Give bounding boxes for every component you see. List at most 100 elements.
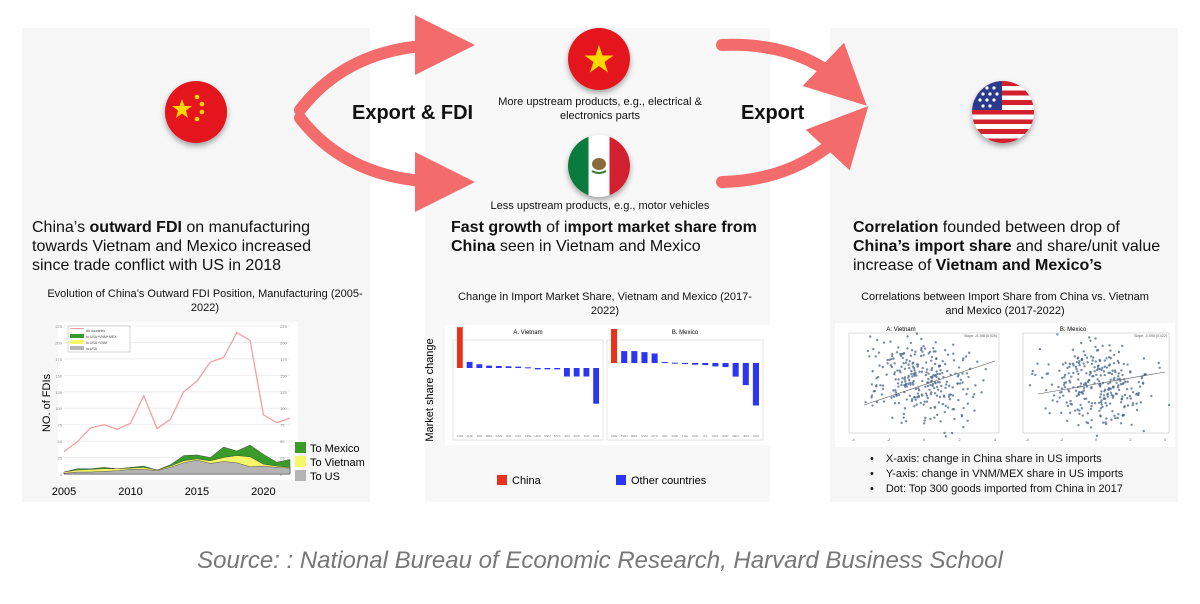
scatter-dot bbox=[1106, 392, 1110, 396]
scatter-dot bbox=[1085, 356, 1089, 359]
scatter-dot bbox=[1129, 397, 1132, 400]
scatter-dot bbox=[881, 384, 885, 387]
scatter-dot bbox=[1077, 372, 1080, 376]
scatter-dot bbox=[1038, 347, 1042, 351]
plot-area bbox=[835, 323, 1175, 447]
bar-deu bbox=[732, 363, 739, 377]
bar-tha bbox=[681, 363, 689, 365]
scatter-dot bbox=[960, 415, 964, 418]
scatter-dot bbox=[932, 373, 935, 377]
scatter-dot bbox=[914, 387, 918, 391]
scatter-dot bbox=[1126, 363, 1129, 366]
x-tick-label: -4 bbox=[851, 437, 855, 442]
scatter-dot bbox=[962, 388, 965, 391]
bar-ind bbox=[505, 366, 512, 368]
scatter-dot bbox=[1058, 369, 1061, 372]
scatter-dot bbox=[951, 394, 955, 397]
scatter-dot bbox=[903, 383, 906, 387]
scatter-dot bbox=[1052, 394, 1056, 397]
scatter-dot bbox=[1091, 375, 1094, 378]
scatter-dot bbox=[941, 371, 944, 375]
scatter-dot bbox=[1080, 368, 1083, 372]
scatter-dot bbox=[1085, 385, 1089, 388]
scatter-dot bbox=[1117, 350, 1121, 354]
scatter-dot bbox=[943, 431, 946, 435]
scatter-dot bbox=[973, 393, 976, 396]
x-tick-label: TWN bbox=[495, 434, 502, 438]
scatter-dot bbox=[933, 392, 937, 395]
line-all-countries bbox=[63, 331, 291, 453]
scatter-dot bbox=[930, 379, 933, 382]
scatter-dot bbox=[1063, 381, 1066, 385]
scatter-dot bbox=[1108, 371, 1112, 375]
scatter-dot bbox=[1078, 359, 1081, 363]
scatter-dot bbox=[1135, 408, 1139, 412]
scatter-dot bbox=[1137, 380, 1140, 384]
scatter-dot bbox=[903, 407, 907, 410]
scatter-dot bbox=[870, 383, 874, 386]
scatter-dot bbox=[918, 370, 921, 373]
scatter-dot bbox=[1119, 379, 1122, 383]
scatter-dot bbox=[1138, 385, 1142, 388]
vietnam-note: More upstream products, e.g., electrical… bbox=[498, 96, 702, 122]
x-tick-label: 2010 bbox=[118, 486, 142, 498]
scatter-dot bbox=[932, 350, 935, 353]
bar-tha bbox=[583, 368, 590, 377]
x-tick-label: DEU bbox=[544, 434, 550, 438]
scatter-dot bbox=[1122, 362, 1125, 366]
bar-jpn bbox=[742, 363, 749, 386]
scatter-dot bbox=[902, 412, 905, 416]
fit-line bbox=[1037, 371, 1166, 395]
correlation-chart: A: Vietnam Slope: -0.198 (0.025) -4 -2 0 2 4 B:… bbox=[835, 323, 1175, 447]
us-flag-icon bbox=[972, 81, 1034, 143]
scatter-dot bbox=[1100, 390, 1103, 393]
scatter-dot bbox=[1106, 395, 1110, 398]
bullet: Dot: Top 300 goods imported from China i… bbox=[870, 482, 1123, 497]
scatter-dot bbox=[1083, 397, 1086, 401]
scatter-dot bbox=[942, 394, 946, 397]
scatter-dot bbox=[913, 353, 917, 356]
scatter-dot bbox=[1073, 409, 1077, 412]
panel2-description: Fast growth of import market share from … bbox=[451, 219, 757, 255]
bar-vnm bbox=[641, 352, 648, 363]
x-tick-label: THA bbox=[583, 434, 589, 438]
scatter-dot bbox=[1081, 390, 1084, 394]
inner-legend-label: to USA bbox=[86, 347, 98, 351]
scatter-dot bbox=[1080, 358, 1084, 362]
scatter-dot bbox=[1109, 349, 1112, 352]
scatter-dot bbox=[881, 365, 885, 369]
correlation-bullets: X-axis: change in China share in US impo… bbox=[870, 452, 1123, 497]
scatter-dot bbox=[1099, 374, 1102, 377]
scatter-dot bbox=[1056, 333, 1059, 336]
scatter-dot bbox=[889, 364, 893, 367]
scatter-dot bbox=[961, 358, 965, 362]
scatter-dot bbox=[1036, 362, 1039, 365]
scatter-dot bbox=[1117, 372, 1121, 375]
scatter-dot bbox=[869, 335, 872, 338]
y-tick-label-right: 200 bbox=[280, 340, 287, 345]
scatter-dot bbox=[966, 419, 969, 422]
x-tick-label: -2 bbox=[1060, 437, 1064, 442]
scatter-dot bbox=[1071, 348, 1075, 351]
scatter-dot bbox=[1117, 413, 1120, 416]
y-tick-label-right: 150 bbox=[280, 373, 287, 378]
scatter-dot bbox=[944, 435, 947, 438]
x-tick-label: MYS bbox=[651, 434, 658, 438]
scatter-dot bbox=[1121, 344, 1124, 348]
scatter-dot bbox=[907, 374, 910, 378]
scatter-dot bbox=[1107, 386, 1111, 390]
scatter-dot bbox=[897, 401, 901, 405]
scatter-dot bbox=[935, 357, 938, 361]
scatter-dot bbox=[908, 394, 912, 398]
scatter-dot bbox=[891, 352, 894, 356]
scatter-dot bbox=[913, 396, 916, 399]
scatter-dot bbox=[897, 385, 900, 388]
scatter-dot bbox=[910, 399, 914, 403]
scatter-dot bbox=[1089, 339, 1092, 342]
scatter-dot bbox=[878, 364, 881, 367]
scatter-dot bbox=[926, 384, 930, 388]
y-tick-label: 100 bbox=[55, 406, 62, 411]
scatter-dot bbox=[937, 401, 941, 404]
scatter-dot bbox=[910, 369, 913, 373]
scatter-dot bbox=[1077, 361, 1081, 365]
